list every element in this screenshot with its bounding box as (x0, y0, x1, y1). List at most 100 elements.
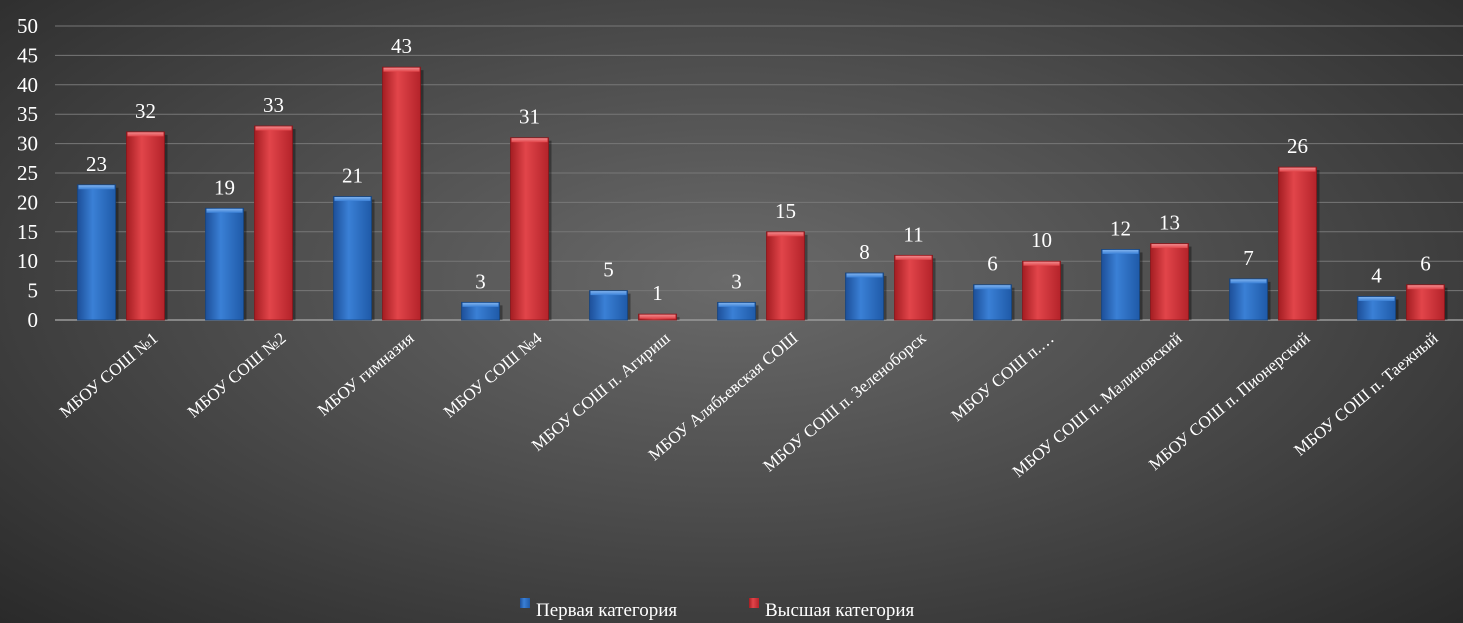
bar-bevel (334, 197, 371, 202)
bar-bevel (1358, 296, 1395, 301)
bar-first-category (77, 184, 119, 321)
legend-swatch (749, 598, 759, 608)
data-label: 23 (86, 152, 107, 176)
bar-first-category (333, 196, 375, 321)
data-label: 4 (1371, 263, 1382, 287)
bar-bevel (639, 314, 676, 319)
bar-first-category (717, 301, 759, 321)
x-axis: МБОУ СОШ №1 МБОУ СОШ №2 МБОУ гимназия МБОУ … (56, 328, 1442, 481)
bars (77, 66, 1448, 321)
bar-body (1022, 260, 1061, 321)
data-label: 26 (1287, 134, 1308, 158)
y-tick-label: 5 (28, 279, 39, 303)
x-category-label: МБОУ СОШ №4 (440, 328, 546, 421)
bar-highest-category (126, 131, 168, 321)
y-tick-label: 20 (17, 190, 38, 214)
bar-bevel (846, 273, 883, 278)
x-category-label: МБОУ СОШ п.… (948, 329, 1058, 426)
legend-label: Первая категория (536, 600, 677, 621)
bar-bevel (767, 232, 804, 237)
bar-body (1278, 166, 1317, 321)
bar-highest-category (1150, 243, 1192, 321)
bar-first-category (1229, 278, 1271, 321)
bar-first-category (1357, 296, 1399, 321)
bar-body (1357, 296, 1396, 321)
legend-swatch (520, 598, 530, 608)
bar-body (382, 66, 421, 321)
y-tick-label: 25 (17, 161, 38, 185)
bar-highest-category (1022, 260, 1064, 321)
bar-bevel (1151, 244, 1188, 249)
data-label: 43 (391, 34, 412, 58)
y-axis: 0 5 10 15 20 25 30 35 40 45 50 (17, 14, 38, 332)
x-category-label: МБОУ СОШ п. Таежный (1290, 329, 1441, 460)
bar-body (205, 207, 244, 321)
bar-body (845, 272, 884, 321)
bar-body (333, 196, 372, 321)
bar-body (1150, 243, 1189, 321)
bar-highest-category (382, 66, 424, 321)
data-label: 15 (775, 199, 796, 223)
bar-body (126, 131, 165, 321)
bar-highest-category (766, 231, 808, 321)
bar-body (254, 125, 293, 321)
bar-body (1229, 278, 1268, 321)
legend-item-first-category: Первая категория (520, 598, 677, 621)
bar-bevel (206, 208, 243, 213)
data-label: 3 (475, 269, 486, 293)
data-label: 6 (987, 252, 998, 276)
y-tick-label: 10 (17, 249, 38, 273)
y-tick-label: 40 (17, 73, 38, 97)
bar-body (510, 137, 549, 321)
bar-body (77, 184, 116, 321)
bar-bevel (1230, 279, 1267, 284)
bar-first-category (845, 272, 887, 321)
data-label: 7 (1243, 246, 1254, 270)
x-category-label: МБОУ Алябьевская СОШ (645, 329, 802, 465)
bar-first-category (205, 207, 247, 321)
data-label: 6 (1420, 252, 1431, 276)
data-label: 33 (263, 93, 284, 117)
data-label: 13 (1159, 211, 1180, 235)
legend: Первая категория Высшая категория (520, 598, 915, 621)
y-tick-label: 45 (17, 43, 38, 67)
bar-bevel (590, 291, 627, 296)
bar-bevel (1407, 285, 1444, 290)
bar-bevel (511, 138, 548, 143)
bar-bevel (895, 255, 932, 260)
data-label: 8 (859, 240, 870, 264)
data-label: 5 (603, 258, 614, 282)
x-category-label: МБОУ гимназия (314, 328, 418, 419)
data-label: 1 (652, 281, 663, 305)
bar-bevel (255, 126, 292, 131)
bar-body (973, 284, 1012, 321)
bar-body (766, 231, 805, 321)
bar-bevel (78, 185, 115, 190)
bar-bevel (718, 302, 755, 307)
bar-first-category (461, 301, 503, 321)
y-tick-label: 50 (17, 14, 38, 38)
legend-item-highest-category: Высшая категория (749, 598, 915, 621)
bar-first-category (589, 290, 631, 321)
data-label: 31 (519, 105, 540, 129)
bar-highest-category (638, 313, 680, 321)
y-tick-label: 0 (28, 308, 39, 332)
x-category-label: МБОУ СОШ п. Агириш (528, 329, 674, 455)
data-label: 12 (1110, 216, 1131, 240)
data-label: 19 (214, 175, 235, 199)
data-label: 10 (1031, 228, 1052, 252)
data-label: 11 (903, 222, 923, 246)
y-tick-label: 35 (17, 102, 38, 126)
y-tick-label: 15 (17, 220, 38, 244)
bar-highest-category (1278, 166, 1320, 321)
bar-body (894, 254, 933, 321)
bar-bevel (974, 285, 1011, 290)
bar-first-category (973, 284, 1015, 321)
legend-label: Высшая категория (765, 600, 915, 621)
bar-highest-category (894, 254, 936, 321)
bar-bevel (1279, 167, 1316, 172)
bar-body (1101, 249, 1140, 321)
data-label: 3 (731, 269, 742, 293)
